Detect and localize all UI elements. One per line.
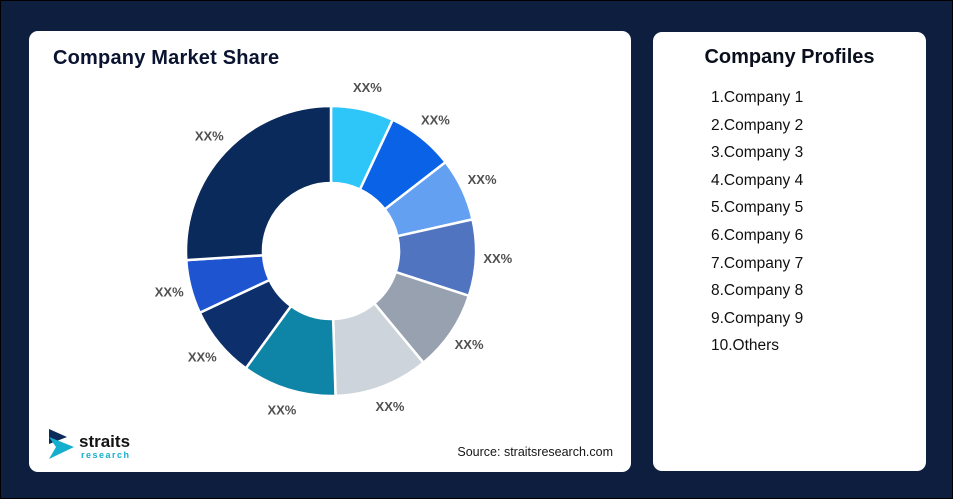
- profile-list-item: 2.Company 2: [711, 116, 804, 134]
- logo-sub-text: research: [81, 450, 131, 460]
- donut-chart: XX% XX% XX% XX% XX% XX% XX% XX% XX% XX%: [155, 80, 513, 418]
- straits-logo-mark-icon: [49, 429, 74, 459]
- slice-label: XX%: [376, 399, 405, 414]
- profile-list-item: 7.Company 7: [711, 254, 804, 272]
- slice-label: XX%: [483, 251, 512, 266]
- company-profiles-card: Company Profiles 1.Company 1 2.Company 2…: [653, 32, 926, 471]
- slice-label: XX%: [195, 129, 224, 144]
- profile-list-item: 10.Others: [711, 337, 780, 355]
- slice-label: XX%: [353, 80, 382, 95]
- profile-list-item: 1.Company 1: [711, 89, 804, 106]
- profile-list-item: 8.Company 8: [711, 282, 804, 300]
- slice-label: XX%: [267, 403, 296, 418]
- profile-list-item: 3.Company 3: [711, 144, 804, 162]
- donut-segment-10: [184, 104, 333, 262]
- profile-list-item: 6.Company 6: [711, 226, 804, 244]
- logo-brand-text: straits: [79, 432, 130, 451]
- slice-label: XX%: [188, 349, 217, 364]
- straits-logo: straits research: [49, 429, 131, 460]
- slice-label: XX%: [468, 172, 497, 187]
- profile-list: 1.Company 1 2.Company 2 3.Company 3 4.Co…: [711, 84, 803, 360]
- profiles-title: Company Profiles: [704, 46, 875, 68]
- source-note: Source: straitsresearch.com: [457, 445, 613, 459]
- profile-list-item: 5.Company 5: [711, 199, 804, 217]
- slice-label: XX%: [455, 337, 484, 352]
- profile-list-item: 9.Company 9: [711, 309, 804, 327]
- market-share-card: Company Market Share XX% XX% XX% XX% XX% XX% X…: [29, 31, 631, 472]
- profile-list-item: 4.Company 4: [711, 171, 804, 189]
- chart-title: Company Market Share: [53, 47, 280, 69]
- slice-label: XX%: [155, 285, 184, 300]
- slice-label: XX%: [421, 113, 450, 128]
